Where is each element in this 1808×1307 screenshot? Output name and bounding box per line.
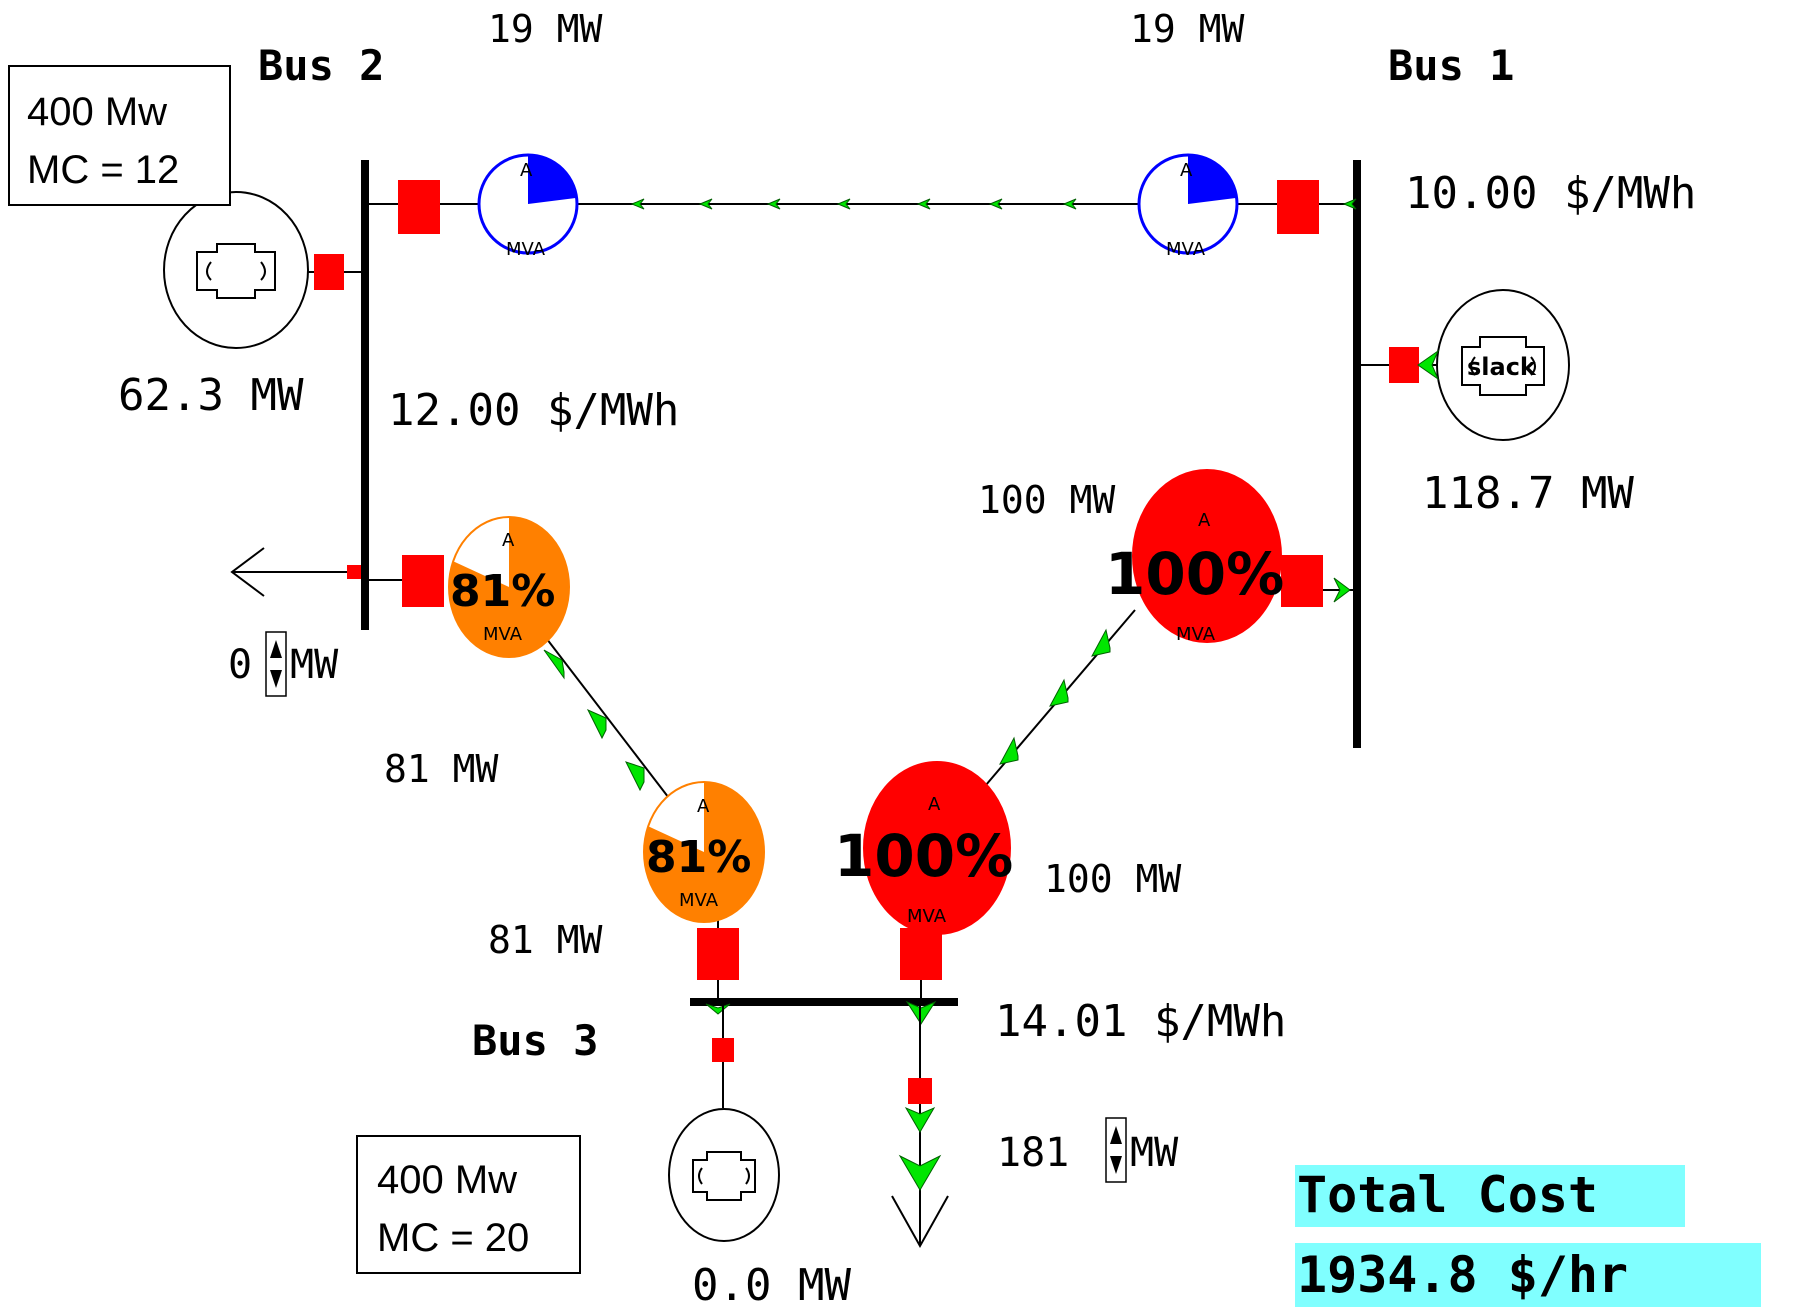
line-1-2-gauge-bus1: A MVA (1137, 153, 1239, 260)
svg-text:A: A (502, 530, 515, 551)
bus-2-label: Bus 2 (258, 41, 384, 90)
flow-arrow-gen1 (1417, 349, 1440, 381)
breaker-bus2-line12[interactable] (398, 180, 440, 234)
line-2-3-gauge-bus3: A 81% MVA (643, 781, 765, 923)
svg-text:A: A (928, 794, 941, 815)
gen-3-info-box: 400 Mw MC = 20 (356, 1135, 581, 1274)
breaker-gen-bus2[interactable] (314, 254, 344, 290)
flow-arrows (905, 577, 1351, 1025)
breaker-gen-bus3[interactable] (712, 1038, 734, 1062)
svg-text:MC = 12: MC = 12 (27, 148, 179, 192)
line-1-3-percent-bus1: 100% (1105, 540, 1284, 608)
line-2-3-flow-bus2-end: 81 MW (384, 747, 499, 791)
line-1-2-flow-bus2-end: 19 MW (488, 7, 603, 51)
bus-1-price: 10.00 $/MWh (1405, 168, 1696, 219)
line-2-3-percent-bus2: 81% (450, 566, 555, 617)
gen-2-info-box: 400 Mw MC = 12 (8, 65, 231, 206)
svg-text:A: A (520, 160, 533, 181)
load-bus2-value: 0 (228, 642, 252, 688)
load-bus-2[interactable] (230, 547, 365, 597)
line-2-3-percent-bus3: 81% (646, 832, 751, 883)
gen-2-output: 62.3 MW (118, 370, 304, 421)
line-1-3-flow-bus3-end: 100 MW (1044, 857, 1181, 901)
line-1-3-gauge-bus1: A 100% MVA (1105, 469, 1284, 645)
generator-symbol-icon (692, 1151, 756, 1201)
svg-text:MC = 20: MC = 20 (377, 1216, 529, 1260)
gen-1-output: 118.7 MW (1422, 468, 1634, 519)
svg-text:MVA: MVA (907, 906, 947, 927)
gen-3-output: 0.0 MW (692, 1260, 851, 1307)
line-1-3-percent-bus3: 100% (834, 822, 1013, 890)
svg-text:MVA: MVA (506, 239, 546, 260)
load-bus2-unit: MW (290, 642, 339, 688)
flow-arrows (898, 1106, 942, 1191)
line-2-3-flow-bus3-end: 81 MW (488, 918, 603, 962)
bus-1-label: Bus 1 (1388, 41, 1514, 90)
breaker-load-bus2[interactable] (347, 565, 361, 579)
svg-text:400 Mw: 400 Mw (377, 1158, 517, 1202)
slack-generator-bus-1[interactable]: slack (1357, 289, 1570, 441)
slack-tag: slack (1467, 353, 1537, 381)
svg-text:MVA: MVA (1176, 624, 1216, 645)
line-1-3-flow-bus1-end: 100 MW (978, 478, 1115, 522)
load-bus3-value: 181 (997, 1130, 1069, 1176)
svg-text:MVA: MVA (483, 624, 523, 645)
line-1-3-gauge-bus3: A 100% MVA (834, 761, 1013, 935)
total-cost-panel: Total Cost 1934.8 $/hr (1295, 1165, 1761, 1307)
breaker-bus1-line13[interactable] (1281, 555, 1323, 607)
breaker-load-bus3[interactable] (908, 1078, 932, 1104)
line-1-2-flow-bus1-end: 19 MW (1130, 7, 1245, 51)
svg-text:A: A (1198, 510, 1211, 531)
generator-symbol-icon (196, 243, 276, 299)
breaker-bus3-line13[interactable] (900, 928, 942, 980)
breaker-bus3-line23[interactable] (697, 928, 739, 980)
svg-text:400 Mw: 400 Mw (27, 90, 167, 134)
svg-text:MVA: MVA (679, 890, 719, 911)
bus-3-label: Bus 3 (472, 1016, 598, 1065)
breaker-bus1-line12[interactable] (1277, 180, 1319, 234)
load-bus2-spinner[interactable] (265, 631, 287, 697)
svg-text:A: A (697, 796, 710, 817)
breaker-bus2-line23[interactable] (402, 555, 444, 607)
bus-2-price: 12.00 $/MWh (388, 385, 679, 436)
load-bus3-unit: MW (1130, 1130, 1179, 1176)
line-1-2-gauge-bus2: A MVA (477, 153, 579, 260)
line-2-3-gauge-bus2: A 81% MVA (448, 516, 570, 658)
generator-symbol-icon (1461, 336, 1545, 396)
svg-text:A: A (1180, 160, 1193, 181)
load-bus-3[interactable] (891, 1002, 949, 1249)
generator-bus-3[interactable] (668, 1002, 780, 1242)
generator-bus-2[interactable] (163, 191, 365, 349)
load-bus3-spinner[interactable] (1105, 1117, 1127, 1183)
svg-text:MVA: MVA (1166, 239, 1206, 260)
flow-arrows (543, 649, 731, 1015)
bus-3-price: 14.01 $/MWh (995, 996, 1286, 1047)
total-cost-label: Total Cost (1297, 1166, 1598, 1224)
flow-arrows (630, 198, 1357, 210)
breaker-gen-bus1[interactable] (1389, 347, 1419, 383)
total-cost-value: 1934.8 $/hr (1297, 1246, 1628, 1304)
